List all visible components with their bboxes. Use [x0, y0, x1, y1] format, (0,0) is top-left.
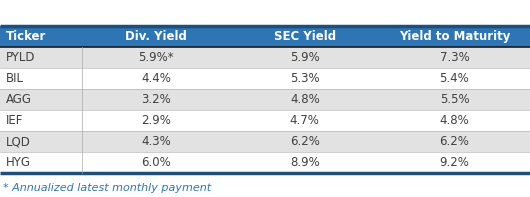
Text: 5.5%: 5.5%: [440, 93, 469, 106]
Text: IEF: IEF: [6, 114, 24, 127]
Bar: [231, 131, 379, 152]
Bar: [0, 68, 82, 89]
Bar: [231, 110, 379, 131]
Text: HYG: HYG: [6, 156, 31, 169]
Text: Ticker: Ticker: [6, 30, 47, 43]
Bar: [82, 47, 231, 68]
Text: Div. Yield: Div. Yield: [126, 30, 187, 43]
Text: 4.4%: 4.4%: [142, 72, 171, 85]
Text: 4.3%: 4.3%: [142, 135, 171, 148]
Text: 6.0%: 6.0%: [142, 156, 171, 169]
Text: * Annualized latest monthly payment: * Annualized latest monthly payment: [3, 183, 211, 193]
Bar: [82, 68, 231, 89]
Bar: [231, 89, 379, 110]
Bar: [379, 131, 530, 152]
Text: BIL: BIL: [6, 72, 24, 85]
Bar: [82, 152, 231, 173]
Bar: [231, 152, 379, 173]
Bar: [0, 47, 82, 68]
Text: AGG: AGG: [6, 93, 32, 106]
Bar: [0, 26, 82, 47]
Text: PYLD: PYLD: [6, 51, 36, 64]
Text: 2.9%: 2.9%: [142, 114, 171, 127]
Text: 6.2%: 6.2%: [290, 135, 320, 148]
Text: 5.9%: 5.9%: [290, 51, 320, 64]
Bar: [0, 110, 82, 131]
Bar: [82, 26, 231, 47]
Bar: [82, 110, 231, 131]
Bar: [231, 26, 379, 47]
Bar: [0, 131, 82, 152]
Bar: [379, 89, 530, 110]
Bar: [82, 131, 231, 152]
Bar: [379, 26, 530, 47]
Text: 5.3%: 5.3%: [290, 72, 320, 85]
Bar: [379, 152, 530, 173]
Text: 8.9%: 8.9%: [290, 156, 320, 169]
Text: Yield to Maturity: Yield to Maturity: [399, 30, 510, 43]
Text: 3.2%: 3.2%: [142, 93, 171, 106]
Bar: [379, 68, 530, 89]
Text: 4.8%: 4.8%: [439, 114, 470, 127]
Text: 4.7%: 4.7%: [290, 114, 320, 127]
Bar: [379, 110, 530, 131]
Text: 9.2%: 9.2%: [439, 156, 470, 169]
Bar: [82, 89, 231, 110]
Text: 7.3%: 7.3%: [439, 51, 470, 64]
Text: 5.4%: 5.4%: [439, 72, 470, 85]
Text: 4.8%: 4.8%: [290, 93, 320, 106]
Bar: [379, 47, 530, 68]
Bar: [231, 68, 379, 89]
Text: SEC Yield: SEC Yield: [273, 30, 336, 43]
Bar: [231, 47, 379, 68]
Text: LQD: LQD: [6, 135, 31, 148]
Bar: [0, 89, 82, 110]
Text: 6.2%: 6.2%: [439, 135, 470, 148]
Bar: [0, 152, 82, 173]
Text: 5.9%*: 5.9%*: [138, 51, 174, 64]
